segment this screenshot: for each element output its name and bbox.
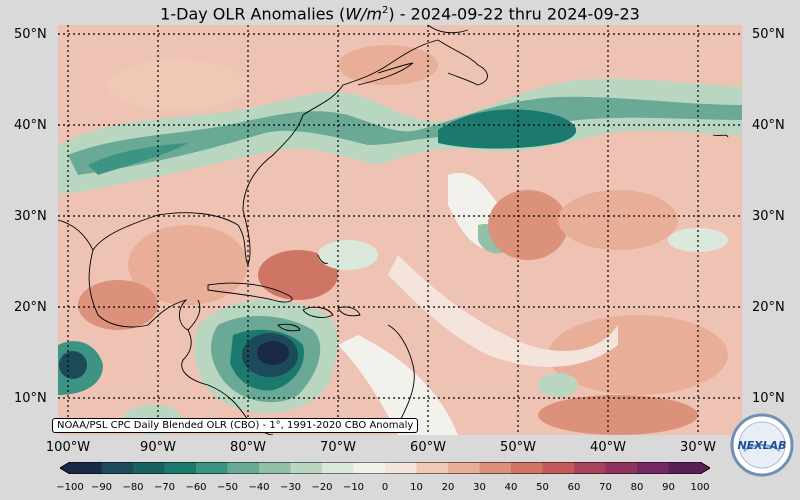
colorbar-tick-label: −50 bbox=[216, 482, 239, 493]
colorbar-extend-max bbox=[700, 462, 710, 474]
lat-label-10n-left: 10°N bbox=[14, 391, 47, 406]
colorbar-tick-label: 20 bbox=[441, 482, 455, 493]
lat-label-20n-left: 20°N bbox=[14, 300, 47, 315]
colorbar-tick-label: −20 bbox=[311, 482, 333, 493]
lon-label-80w: 80°W bbox=[230, 440, 266, 455]
colorbar bbox=[60, 462, 710, 474]
colorbar-cell bbox=[101, 462, 134, 474]
colorbar-extend-min bbox=[60, 462, 70, 474]
colorbar-cell bbox=[70, 462, 102, 474]
colorbar-cell bbox=[385, 462, 417, 474]
colorbar-cell bbox=[416, 462, 449, 474]
map-title: 1-Day OLR Anomalies (W/m2) - 2024-09-22 … bbox=[160, 4, 640, 24]
lat-label-50n-left: 50°N bbox=[14, 27, 47, 42]
colorbar-cell bbox=[196, 462, 228, 474]
colorbar-tick-label: 80 bbox=[630, 482, 644, 493]
colorbar-tick-label: 50 bbox=[536, 482, 549, 493]
colorbar-cell bbox=[479, 462, 512, 474]
colorbar-cell bbox=[574, 462, 606, 474]
colorbar-tick-label: −100 bbox=[56, 482, 84, 493]
colorbar-cell bbox=[322, 462, 354, 474]
lat-label-40n-left: 40°N bbox=[14, 118, 47, 133]
colorbar-cell bbox=[637, 462, 669, 474]
colorbar-cell bbox=[164, 462, 197, 474]
colorbar-cell bbox=[448, 462, 480, 474]
colorbar-tick-label: 40 bbox=[504, 482, 518, 493]
colorbar-tick-label: −30 bbox=[279, 482, 302, 493]
logo-text: NEXLAB bbox=[737, 439, 786, 452]
lon-label-30w: 30°W bbox=[680, 440, 716, 455]
lon-label-100w: 100°W bbox=[45, 440, 91, 455]
colorbar-cell bbox=[133, 462, 165, 474]
lat-label-30n-right: 30°N bbox=[752, 209, 785, 224]
colorbar-tick-label: 30 bbox=[473, 482, 486, 493]
lat-label-10n-right: 10°N bbox=[752, 391, 785, 406]
colorbar-cell bbox=[511, 462, 543, 474]
colorbar-cell bbox=[605, 462, 638, 474]
lat-label-40n-right: 40°N bbox=[752, 118, 785, 133]
colorbar-tick-label: 60 bbox=[567, 482, 581, 493]
colorbar-tick-label: −90 bbox=[90, 482, 113, 493]
colorbar-tick-label: −80 bbox=[122, 482, 144, 493]
colorbar-cell bbox=[259, 462, 291, 474]
colorbar-tick-label: 90 bbox=[662, 482, 675, 493]
colorbar-cell bbox=[353, 462, 386, 474]
colorbar-tick-label: −70 bbox=[153, 482, 176, 493]
nexlab-logo[interactable]: NEXLAB bbox=[730, 413, 794, 477]
data-source-credit: NOAA/PSL CPC Daily Blended OLR (CBO) - 1… bbox=[52, 418, 419, 433]
lon-label-40w: 40°W bbox=[590, 440, 626, 455]
colorbar-tick-label: −60 bbox=[185, 482, 207, 493]
colorbar-cell bbox=[542, 462, 575, 474]
lon-label-60w: 60°W bbox=[410, 440, 446, 455]
colorbar-tick-label: 100 bbox=[690, 482, 710, 493]
lon-label-50w: 50°W bbox=[500, 440, 536, 455]
colorbar-tick-label: 10 bbox=[410, 482, 423, 493]
olr-anomaly-map bbox=[58, 25, 742, 435]
colorbar-cell bbox=[290, 462, 323, 474]
lon-label-90w: 90°W bbox=[140, 440, 176, 455]
colorbar-cell bbox=[668, 462, 701, 474]
colorbar-tick-label: −10 bbox=[342, 482, 365, 493]
lat-label-20n-right: 20°N bbox=[752, 300, 785, 315]
colorbar-cell bbox=[227, 462, 260, 474]
lat-label-30n-left: 30°N bbox=[14, 209, 47, 224]
lon-label-70w: 70°W bbox=[320, 440, 356, 455]
colorbar-tick-label: 70 bbox=[599, 482, 612, 493]
colorbar-tick-label: −40 bbox=[248, 482, 270, 493]
lat-label-50n-right: 50°N bbox=[752, 27, 785, 42]
colorbar-tick-label: 0 bbox=[381, 482, 389, 493]
